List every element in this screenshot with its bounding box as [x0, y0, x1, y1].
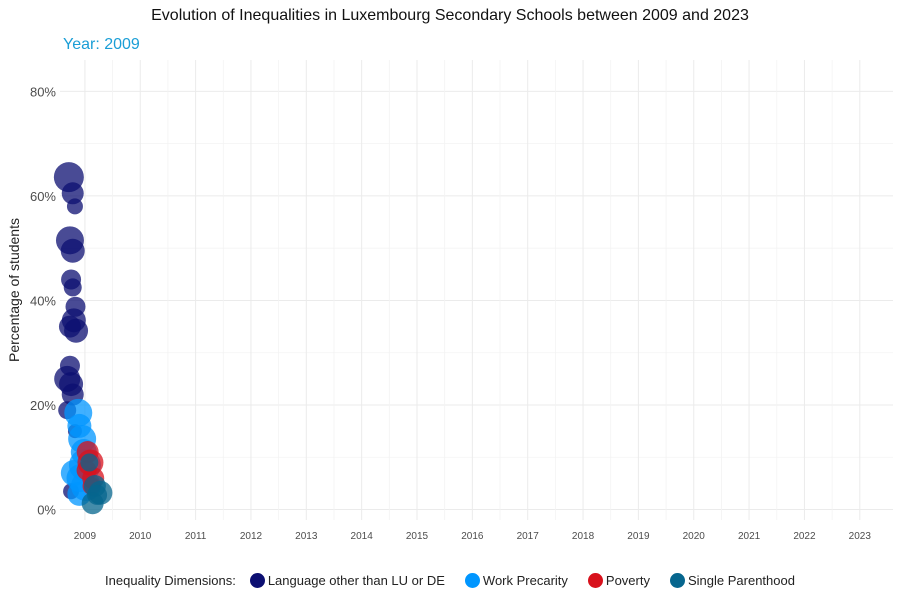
x-tick-label: 2022 [793, 531, 816, 542]
legend-label: Single Parenthood [687, 572, 795, 588]
chart-subtitle: Year: 2009 [63, 36, 140, 53]
x-tick-label: 2009 [74, 531, 97, 542]
y-tick-label: 40% [30, 293, 56, 308]
legend-label: Language other than LU or DE [267, 572, 445, 588]
legend: Inequality Dimensions: Language other th… [0, 570, 900, 590]
grid-lines [60, 60, 893, 520]
data-point-series-0 [66, 198, 83, 215]
x-tick-label: 2013 [295, 531, 318, 542]
y-tick-label: 0% [37, 503, 56, 518]
data-point-series-3 [81, 492, 104, 515]
legend-swatch [249, 572, 265, 588]
y-tick-label: 60% [30, 189, 56, 204]
x-tick-label: 2015 [406, 531, 429, 542]
x-tick-label: 2023 [849, 531, 872, 542]
x-tick-label: 2012 [240, 531, 263, 542]
chart-title: Evolution of Inequalities in Luxembourg … [151, 7, 749, 24]
y-tick-label: 80% [30, 84, 56, 99]
x-tick-label: 2018 [572, 531, 595, 542]
data-points [53, 162, 113, 515]
legend-swatch [669, 572, 685, 588]
data-point-series-0 [64, 318, 89, 343]
x-tick-label: 2010 [129, 531, 152, 542]
y-tick-label: 20% [30, 398, 56, 413]
x-tick-label: 2014 [351, 531, 374, 542]
axis-ticks: 0% 20% 40% 60% 80% 2009 2010 2011 2012 2013 2014 20… [30, 84, 871, 542]
legend-swatch [464, 572, 480, 588]
scatter-plot: 0% 20% 40% 60% 80% 2009 2010 2011 2012 2013 2014 20… [30, 60, 893, 542]
legend-label: Work Precarity [482, 572, 568, 588]
x-tick-label: 2011 [185, 531, 207, 542]
x-tick-label: 2016 [461, 531, 484, 542]
data-point-series-0 [60, 238, 85, 263]
x-tick-label: 2017 [517, 531, 540, 542]
legend-item: Single Parenthood [669, 572, 795, 588]
x-tick-label: 2019 [627, 531, 650, 542]
legend-title: Inequality Dimensions: [105, 572, 236, 588]
legend-swatch [587, 572, 603, 588]
legend-item: Work Precarity [464, 572, 568, 588]
x-tick-label: 2021 [738, 531, 761, 542]
legend-item: Language other than LU or DE [249, 572, 445, 588]
legend-label: Poverty [605, 572, 650, 588]
data-point-series-0 [63, 278, 82, 297]
x-tick-label: 2020 [683, 531, 706, 542]
data-point-series-0 [61, 182, 84, 205]
legend-item: Poverty [587, 572, 650, 588]
data-point-series-3 [80, 453, 99, 472]
